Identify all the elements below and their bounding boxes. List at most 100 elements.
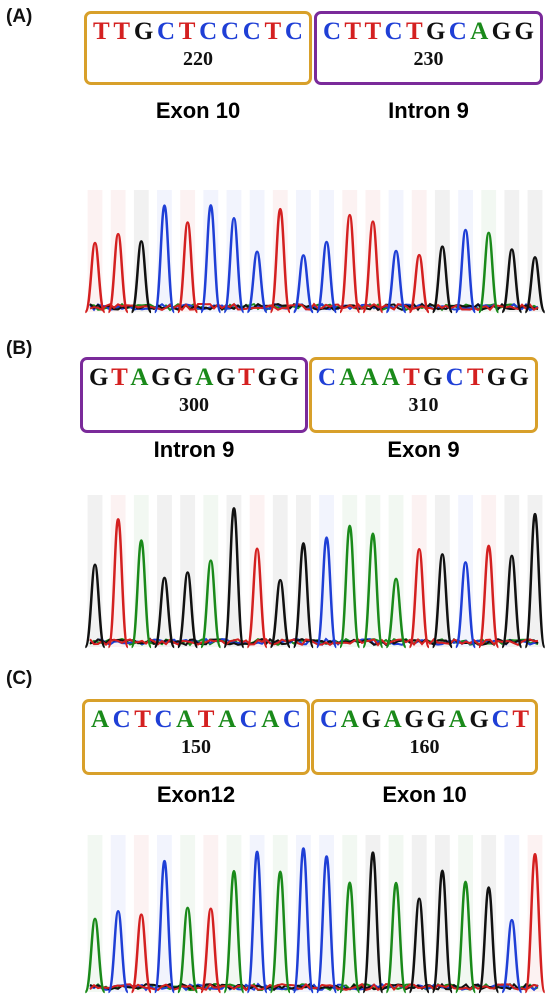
chromatogram-trace — [84, 835, 546, 994]
peak-shading — [527, 835, 543, 992]
peak-T — [176, 221, 199, 314]
peak-C — [246, 850, 269, 994]
peak-shading — [365, 835, 381, 992]
peak-shading — [226, 190, 242, 312]
peak-G — [524, 256, 546, 314]
peak-T — [130, 913, 153, 994]
peak-C — [153, 859, 176, 994]
peak-C — [153, 204, 176, 314]
base-letter: G — [425, 18, 446, 45]
base-letter: C — [242, 18, 261, 45]
base-letter: G — [486, 364, 507, 391]
peak-shading — [342, 190, 358, 312]
base-letter: T — [113, 18, 131, 45]
base-letter: G — [514, 18, 534, 45]
base-letter: T — [405, 18, 423, 45]
base-letter: T — [403, 364, 420, 391]
base-letter: G — [216, 364, 236, 391]
base-letter: C — [384, 18, 403, 45]
peak-shading — [157, 835, 172, 992]
position-label: 150 — [181, 736, 211, 758]
base-letter: A — [360, 364, 379, 391]
peak-T — [107, 232, 130, 314]
base-letter: T — [238, 364, 255, 391]
base-letter: A — [218, 706, 237, 733]
peak-A — [338, 524, 361, 649]
peak-shading — [249, 835, 265, 992]
region-label: Intron 9 — [388, 98, 469, 123]
peak-T — [524, 853, 546, 994]
base-letter: T — [466, 364, 484, 391]
region-label: Intron 9 — [153, 437, 235, 462]
chromatogram-trace — [84, 495, 546, 649]
peak-A — [338, 881, 361, 994]
base-letter: C — [220, 18, 240, 45]
peak-shading — [110, 495, 126, 647]
base-letter: A — [340, 706, 359, 733]
position-label: 300 — [179, 394, 209, 416]
peak-A — [176, 906, 199, 994]
region-label: Exon12 — [156, 782, 236, 807]
peak-A — [222, 869, 245, 994]
position-label: 160 — [409, 736, 440, 758]
base-letter: G — [173, 364, 193, 391]
peak-shading — [319, 835, 334, 992]
base-letter: T — [93, 18, 110, 45]
peak-G — [84, 563, 106, 649]
base-letter: G — [404, 706, 424, 733]
base-letter: A — [383, 706, 402, 733]
base-letter: G — [426, 706, 446, 733]
peak-T — [84, 241, 106, 314]
base-letter: A — [261, 706, 280, 733]
base-letter: T — [178, 18, 196, 45]
base-letter: T — [134, 706, 151, 733]
base-letter: C — [320, 706, 339, 733]
region-label: Exon 10 — [382, 782, 467, 807]
peak-shading — [272, 190, 288, 312]
base-letter: T — [364, 18, 382, 45]
base-letter: T — [512, 706, 529, 733]
peak-C — [315, 855, 338, 994]
peak-A — [385, 881, 408, 994]
peak-T — [361, 220, 384, 314]
base-letter: G — [151, 364, 171, 391]
peak-C — [292, 254, 315, 314]
peak-C — [292, 847, 315, 994]
position-label: 310 — [408, 394, 439, 416]
peak-G — [153, 576, 176, 649]
peak-A — [454, 880, 477, 994]
peak-G — [130, 240, 153, 314]
baseline-noise — [89, 302, 539, 312]
peak-T — [408, 548, 431, 649]
base-letter: C — [154, 706, 173, 733]
peak-A — [477, 231, 500, 314]
base-letter: C — [318, 364, 337, 391]
peak-G — [431, 245, 454, 314]
peak-shading — [133, 495, 149, 647]
peak-G — [361, 851, 384, 994]
base-letter: C — [112, 706, 131, 733]
peak-C — [500, 918, 523, 994]
base-letter: T — [197, 706, 215, 733]
base-letter: C — [448, 18, 467, 45]
peak-shading — [342, 495, 358, 647]
base-letter: A — [339, 364, 358, 391]
peak-G — [524, 512, 546, 649]
base-letter: G — [361, 706, 381, 733]
baseline-noise — [89, 982, 539, 992]
base-letter: A — [176, 706, 195, 733]
base-letter: A — [470, 18, 489, 45]
peak-C — [199, 204, 222, 314]
base-letter: C — [491, 706, 510, 733]
peak-shading — [365, 495, 381, 647]
